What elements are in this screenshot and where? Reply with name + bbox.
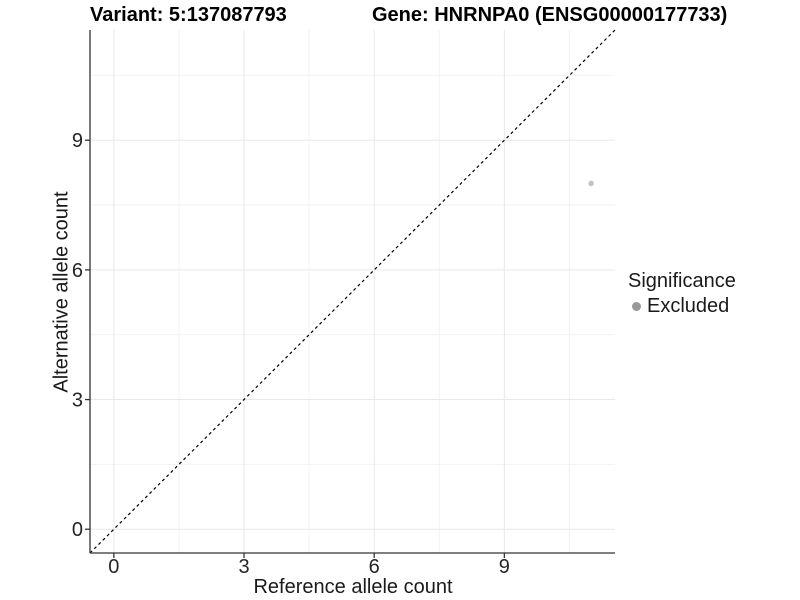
x-tick-label: 9 (499, 556, 510, 578)
x-tick-label: 6 (369, 556, 380, 578)
y-axis-title: Alternative allele count (50, 191, 73, 393)
y-tick-label: 3 (72, 390, 83, 412)
legend-item-label: Excluded (647, 295, 730, 317)
x-tick-label: 0 (108, 556, 119, 578)
data-point (588, 180, 594, 187)
legend-title: Significance (628, 270, 736, 292)
y-tick-label: 9 (72, 130, 83, 152)
y-tick-label: 6 (72, 260, 83, 282)
variant-title: Variant: 5:137087793 (90, 4, 287, 26)
x-tick-label: 3 (238, 556, 249, 578)
legend: Significance Excluded (628, 271, 736, 318)
gene-title: Gene: HNRNPA0 (ENSG00000177733) (372, 4, 728, 26)
x-axis-title: Reference allele count (253, 576, 453, 598)
legend-item-excluded: Excluded (628, 295, 736, 318)
identity-line (89, 29, 616, 554)
y-tick-label: 0 (72, 519, 83, 541)
legend-point-icon (632, 302, 641, 311)
